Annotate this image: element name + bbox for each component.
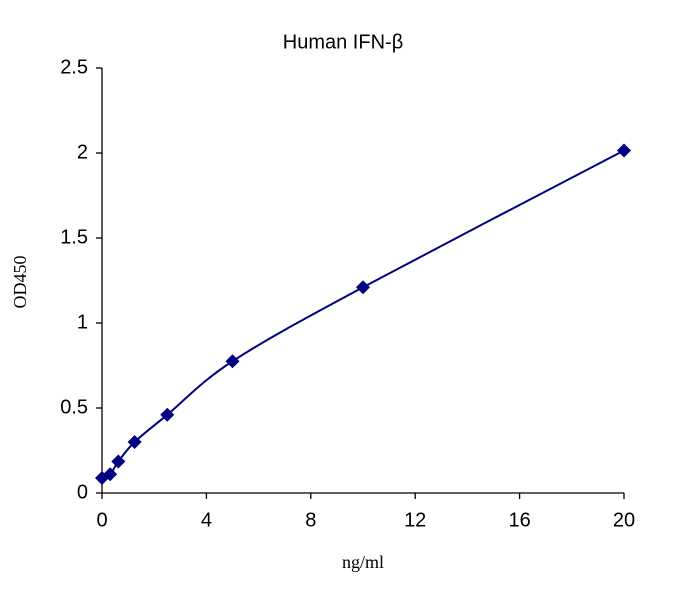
x-tick-label: 0 (96, 509, 107, 531)
point (127, 435, 142, 449)
x-tick-label: 20 (613, 509, 635, 531)
x-axis-label: ng/ml (342, 552, 384, 572)
y-tick-label: 0 (77, 481, 88, 503)
x-tick-label: 12 (404, 509, 426, 531)
y-tick-label: 2 (77, 141, 88, 163)
y-axis-label: OD450 (10, 256, 30, 309)
point (103, 467, 118, 482)
y-tick-label: 2.5 (60, 56, 88, 78)
x-tick-label: 16 (508, 509, 530, 531)
point (225, 354, 240, 369)
point (617, 143, 631, 158)
x-tick-label: 8 (305, 509, 316, 531)
point (160, 407, 175, 422)
curve (101, 149, 625, 479)
x-tick-label: 4 (201, 509, 212, 531)
point (111, 454, 126, 469)
y-tick-label: 0.5 (60, 396, 88, 418)
y-tick-label: 1.5 (60, 226, 88, 248)
point (356, 280, 370, 295)
chart-title: Human IFN-β (283, 31, 403, 53)
y-tick-label: 1 (77, 311, 88, 333)
